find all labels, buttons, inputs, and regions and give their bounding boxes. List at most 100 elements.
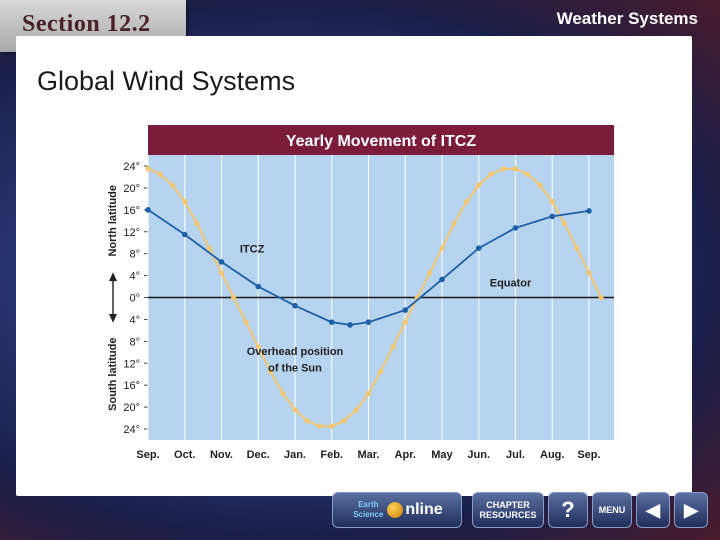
y-tick-label: 16° bbox=[123, 205, 140, 217]
sun-point bbox=[170, 182, 176, 188]
footer-nav: Earth Science nline CHAPTER RESOURCES ? … bbox=[332, 486, 710, 532]
earth-science-online-button[interactable]: Earth Science nline bbox=[332, 492, 462, 528]
y-tick-label: 24° bbox=[123, 161, 140, 173]
sun-point bbox=[157, 171, 163, 177]
sun-label-line2: of the Sun bbox=[268, 362, 322, 374]
sun-point bbox=[267, 368, 273, 375]
topic-title: Weather Systems bbox=[556, 9, 698, 28]
sun-point bbox=[598, 294, 604, 301]
page-title: Global Wind Systems bbox=[37, 66, 296, 96]
x-tick-label: Jul. bbox=[506, 449, 525, 461]
y-tick-label: 4° bbox=[129, 314, 140, 326]
sun-point bbox=[243, 319, 249, 325]
x-tick-label: Nov. bbox=[210, 449, 233, 461]
chapter-resources-button[interactable]: CHAPTER RESOURCES bbox=[472, 492, 544, 528]
y-tick-label: 20° bbox=[123, 402, 140, 414]
chart-title-bar bbox=[148, 125, 614, 155]
itcz-point bbox=[292, 302, 298, 309]
y-tick-label: 20° bbox=[123, 183, 140, 195]
y-tick-label: 4° bbox=[129, 271, 140, 283]
sun-point bbox=[280, 390, 286, 396]
north-latitude-label: North latitude bbox=[107, 185, 119, 257]
x-tick-label: Jan. bbox=[284, 449, 306, 461]
sun-point bbox=[182, 199, 188, 205]
sun-point bbox=[353, 407, 359, 413]
sun-point bbox=[402, 319, 408, 325]
x-axis-ticks: Sep. Oct. Nov. Dec. Jan. Feb. Mar. Apr. May Jun. J… bbox=[136, 449, 600, 461]
arrow-up-icon bbox=[109, 272, 117, 282]
itcz-point bbox=[218, 259, 225, 265]
next-button[interactable]: ▶ bbox=[674, 492, 708, 528]
arrow-down-icon bbox=[109, 313, 117, 323]
online-label: nline bbox=[405, 501, 443, 518]
sun-point bbox=[574, 245, 580, 251]
x-tick-label: Apr. bbox=[395, 449, 416, 461]
itcz-point bbox=[549, 213, 556, 220]
sun-point bbox=[390, 344, 396, 350]
itcz-point bbox=[439, 276, 445, 283]
y-tick-label: 8° bbox=[129, 336, 140, 348]
sun-label-line1: Overhead position bbox=[247, 346, 344, 358]
sun-point bbox=[451, 220, 457, 227]
x-tick-label: Jun. bbox=[467, 449, 490, 461]
x-tick-label: Aug. bbox=[540, 449, 564, 461]
itcz-point bbox=[475, 245, 482, 251]
sun-point bbox=[500, 166, 506, 172]
sun-point bbox=[378, 368, 384, 375]
sun-point bbox=[206, 245, 212, 251]
help-button[interactable]: ? bbox=[548, 492, 588, 528]
itcz-chart: Yearly Movement of ITCZ 24° 20° 16° 12° 8° 4°… bbox=[107, 125, 614, 461]
sun-point bbox=[537, 182, 543, 188]
x-tick-label: Sep. bbox=[577, 449, 600, 461]
y-axis-label: North latitude South latitude bbox=[107, 185, 119, 411]
sun-point bbox=[586, 270, 592, 276]
previous-button[interactable]: ◀ bbox=[636, 492, 670, 528]
earth-science-label: Earth Science bbox=[353, 500, 384, 519]
itcz-line bbox=[147, 209, 590, 326]
sun-series bbox=[145, 166, 604, 429]
itcz-point bbox=[328, 319, 335, 325]
sun-point bbox=[317, 423, 323, 429]
itcz-point bbox=[347, 322, 353, 328]
section-label: Section 12.2 bbox=[22, 11, 151, 37]
sun-point bbox=[194, 220, 200, 227]
sun-point bbox=[464, 199, 470, 205]
sun-point bbox=[525, 171, 531, 177]
sun-point bbox=[427, 270, 433, 276]
sun-point bbox=[476, 182, 482, 188]
itcz-point bbox=[586, 208, 592, 214]
sun-point bbox=[218, 270, 225, 276]
y-tick-label: 24° bbox=[123, 424, 140, 436]
x-tick-label: Feb. bbox=[320, 449, 343, 461]
y-tick-label: 12° bbox=[123, 227, 140, 239]
sun-point bbox=[488, 171, 494, 177]
y-tick-label: 16° bbox=[123, 380, 140, 392]
sun-point bbox=[304, 418, 310, 424]
x-tick-label: Mar. bbox=[357, 449, 379, 461]
sun-point bbox=[255, 344, 261, 350]
chart-title: Yearly Movement of ITCZ bbox=[286, 133, 476, 150]
sun-point bbox=[561, 220, 567, 227]
sun-point bbox=[439, 245, 445, 251]
x-tick-label: Dec. bbox=[247, 449, 270, 461]
menu-button[interactable]: MENU bbox=[592, 492, 632, 528]
sun-point bbox=[549, 199, 555, 205]
x-tick-label: Sep. bbox=[136, 449, 159, 461]
south-latitude-label: South latitude bbox=[107, 338, 119, 411]
itcz-point bbox=[145, 207, 151, 213]
x-tick-label: Oct. bbox=[174, 449, 195, 461]
itcz-point bbox=[402, 307, 409, 313]
series bbox=[145, 166, 604, 429]
globe-icon bbox=[387, 502, 404, 518]
sun-point bbox=[512, 166, 519, 172]
itcz-point bbox=[181, 231, 188, 238]
y-tick-label: 0° bbox=[129, 293, 140, 305]
sun-point bbox=[292, 407, 298, 413]
y-axis-ticks: 24° 20° 16° 12° 8° 4° 0° 4° 8° 12° 16° 20° 24° bbox=[123, 161, 140, 436]
sun-point bbox=[365, 390, 372, 396]
y-tick-label: 8° bbox=[129, 249, 140, 261]
x-tick-label: May bbox=[431, 449, 453, 461]
itcz-point bbox=[255, 283, 262, 290]
sun-point bbox=[329, 423, 335, 429]
itcz-label: ITCZ bbox=[240, 244, 265, 256]
